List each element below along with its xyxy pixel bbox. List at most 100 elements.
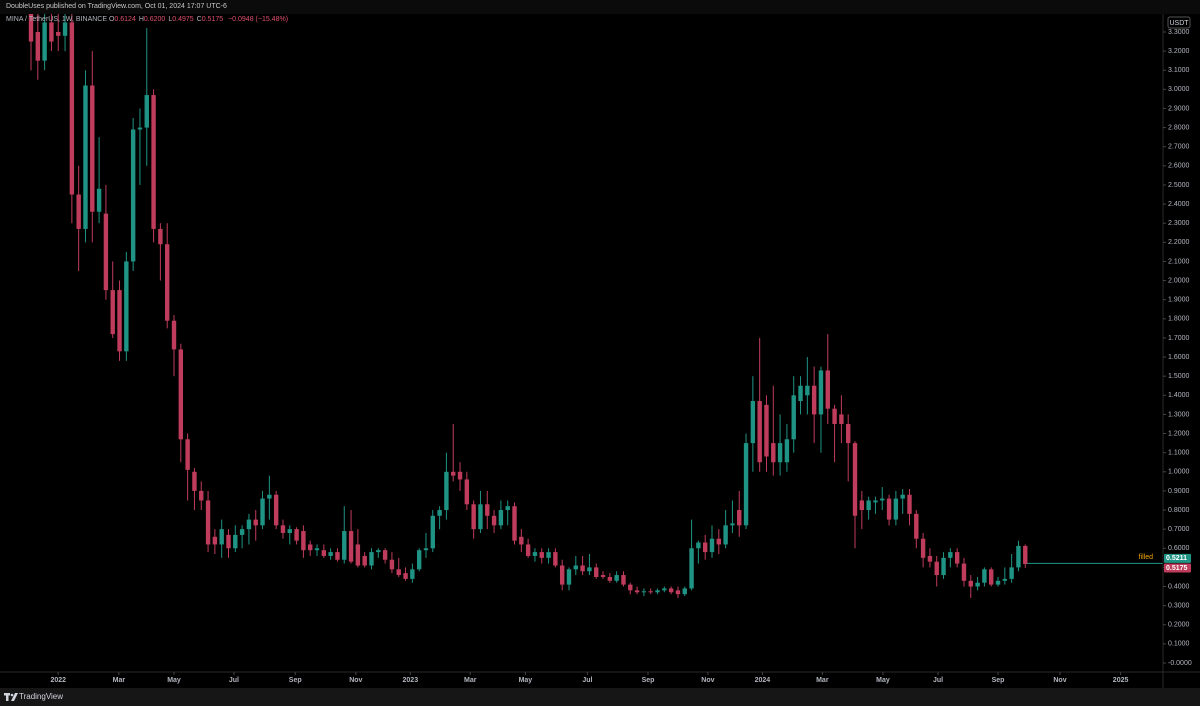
x-tick-label: Nov (349, 677, 362, 684)
price-tag-label: 0.5211 (1166, 555, 1187, 562)
candle-body (648, 591, 653, 593)
candle-body (185, 439, 190, 470)
candle-body (846, 423, 851, 444)
candle-body (791, 395, 796, 440)
candle-body (314, 548, 320, 551)
candle-body (178, 349, 184, 440)
x-tick-label: Nov (1053, 677, 1066, 684)
candle-body (811, 385, 817, 415)
candle-body (219, 529, 224, 545)
candle-body (866, 500, 871, 511)
candle-body (321, 550, 327, 556)
y-tick-label: 3.1000 (1168, 67, 1190, 74)
candle-body (491, 515, 497, 526)
y-tick-label: 2.9000 (1168, 105, 1190, 112)
candle-body (723, 525, 728, 545)
candle-body (457, 471, 463, 480)
candle-body (362, 555, 367, 566)
candle-body (968, 580, 973, 587)
candle-body (1016, 545, 1021, 568)
candle-body (124, 261, 129, 352)
candle-body (839, 414, 844, 424)
candle-body (777, 443, 783, 463)
y-tick-label: 1.3000 (1168, 411, 1190, 418)
candle-body (600, 575, 606, 577)
y-tick-label: 1.0000 (1168, 469, 1190, 476)
price-tag (1164, 563, 1191, 573)
currency-label: USDT (1169, 20, 1189, 27)
candle-body (559, 565, 565, 585)
candle-body (335, 552, 340, 560)
candle-body (35, 31, 41, 61)
x-tick-label: May (519, 677, 533, 684)
candle-body (117, 290, 122, 352)
y-tick-label: 0.2000 (1168, 622, 1190, 629)
candle-body (730, 523, 735, 526)
y-tick-label: 3.2000 (1168, 48, 1190, 55)
y-tick-label: 0.4000 (1168, 583, 1190, 590)
candle-body (525, 544, 531, 556)
candle-body (641, 591, 647, 593)
candle-body (757, 401, 762, 463)
y-tick-label: 3.3000 (1168, 29, 1190, 36)
candle-body (587, 567, 592, 572)
ohlc-value: 0.5175 (201, 16, 224, 23)
candle-body (655, 590, 660, 593)
candle-body (301, 531, 306, 551)
candle-body (893, 498, 899, 520)
y-tick-label: 2.4000 (1168, 201, 1190, 208)
candle-body (253, 519, 258, 526)
candle-body (886, 498, 892, 520)
candle-body (764, 404, 769, 457)
candle-body (737, 510, 742, 526)
candle-body (49, 22, 54, 42)
candle-body (934, 561, 939, 576)
candle-body (28, 14, 34, 42)
candle-body (798, 385, 803, 402)
candle-body (226, 534, 231, 549)
y-tick-label: 1.5000 (1168, 373, 1190, 380)
candle-body (859, 500, 865, 511)
candle-body (396, 569, 401, 576)
y-tick-label: 0.1000 (1168, 641, 1190, 648)
ohlc-value: 0.6124 (114, 16, 136, 23)
candle-body (771, 443, 776, 463)
candle-body (532, 552, 538, 556)
candle-body (389, 559, 395, 570)
x-tick-label: Mar (816, 677, 829, 684)
candle-body (927, 555, 933, 562)
ohlc-label: C (196, 16, 202, 23)
candle-body (369, 552, 374, 566)
candle-body (205, 500, 211, 545)
candle-body (430, 515, 435, 549)
x-tick-label: 2022 (50, 677, 66, 684)
candle-body (382, 550, 388, 560)
x-tick-label: Jul (582, 677, 592, 684)
candle-body (76, 194, 81, 229)
y-tick-label: 0.3000 (1168, 602, 1190, 609)
y-tick-label: 3.0000 (1168, 86, 1190, 93)
y-tick-label: 1.8000 (1168, 316, 1190, 323)
ohlc-label: L (168, 16, 173, 23)
candle-body (512, 506, 517, 541)
candle-body (90, 85, 95, 212)
candle-body (144, 95, 149, 128)
candle-body (192, 471, 197, 491)
y-tick-label: 2.7000 (1168, 144, 1190, 151)
candle-body (743, 443, 749, 526)
candle-body (437, 510, 442, 516)
candle-body (716, 538, 722, 545)
candle-body (975, 582, 980, 587)
ohlc-value: 0.6200 (143, 16, 166, 23)
candle-body (553, 552, 558, 566)
candle-body (267, 494, 272, 499)
y-tick-label: 1.4000 (1168, 392, 1190, 399)
symbol-legend: MINA / TetherUS, 1W, BINANCE O0.6124 H0.6… (6, 16, 291, 23)
candle-body (941, 557, 946, 576)
y-tick-label: 2.3000 (1168, 220, 1190, 227)
candle-body (171, 320, 177, 350)
x-tick-label: Sep (992, 677, 1005, 684)
y-tick-label: 1.2000 (1168, 430, 1190, 437)
symbol-name: MINA / TetherUS, 1W, BINANCE (6, 16, 108, 23)
candle-body (519, 536, 524, 545)
